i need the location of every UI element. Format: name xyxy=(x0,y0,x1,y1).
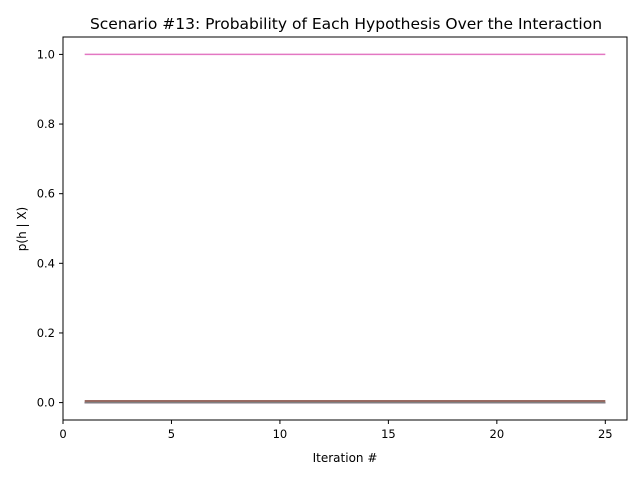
y-tick-label-2: 0.4 xyxy=(37,256,55,270)
x-tick-label-4: 20 xyxy=(490,427,505,441)
y-tick-label-1: 0.2 xyxy=(37,326,55,340)
x-axis-ticks: 0 5 10 15 20 25 xyxy=(59,420,613,441)
y-tick-label-3: 0.6 xyxy=(37,187,55,201)
x-tick-label-1: 5 xyxy=(168,427,175,441)
plot-frame xyxy=(62,36,628,421)
x-tick-label-5: 25 xyxy=(598,427,613,441)
chart-title: Scenario #13: Probability of Each Hypoth… xyxy=(90,15,602,33)
series-layer xyxy=(84,53,606,404)
x-axis-label: Iteration # xyxy=(313,451,378,465)
y-axis-label: p(h | X) xyxy=(15,207,29,251)
y-tick-label-5: 1.0 xyxy=(37,47,55,61)
x-tick-label-0: 0 xyxy=(59,427,66,441)
x-tick-label-3: 15 xyxy=(381,427,396,441)
y-tick-label-0: 0.0 xyxy=(37,396,55,410)
y-axis-ticks: 0.0 0.2 0.4 0.6 0.8 1.0 xyxy=(37,47,63,410)
y-tick-label-4: 0.8 xyxy=(37,117,55,131)
x-tick-label-2: 10 xyxy=(273,427,288,441)
